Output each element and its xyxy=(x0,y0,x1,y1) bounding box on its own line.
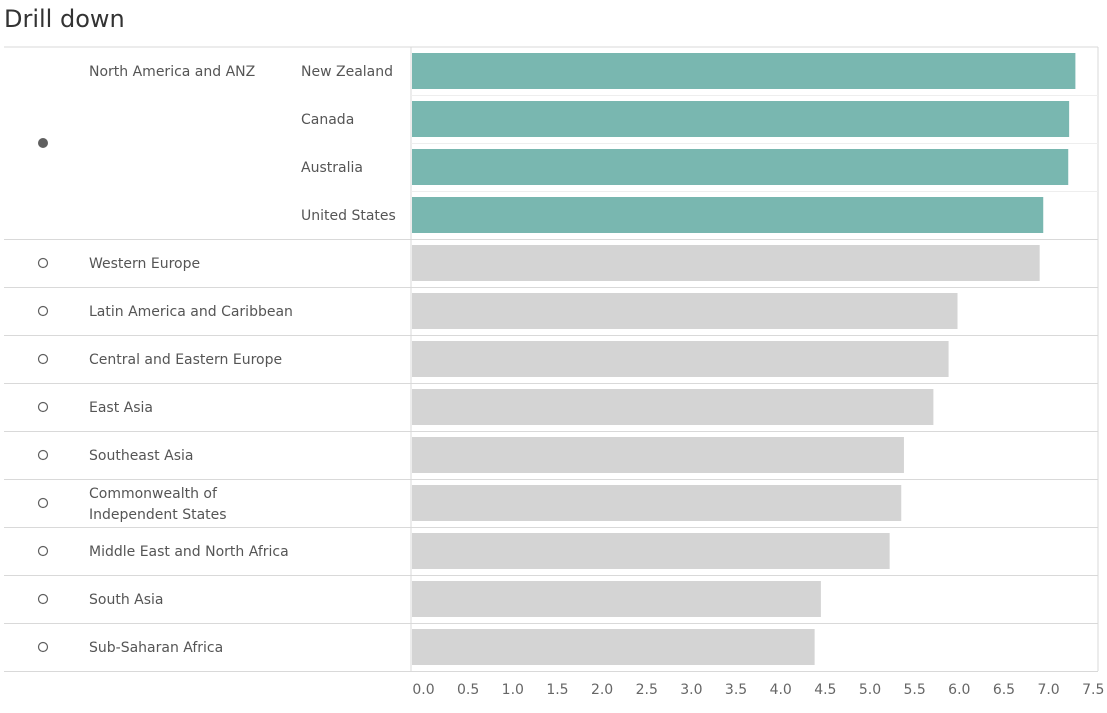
x-tick-label: 2.0 xyxy=(591,682,613,698)
x-tick-label: 2.5 xyxy=(636,682,658,698)
region-label: Independent States xyxy=(89,507,227,523)
x-tick-label: 5.0 xyxy=(859,682,881,698)
bar-western-europe[interactable] xyxy=(412,245,1040,281)
bar-central-and-eastern-europe[interactable] xyxy=(412,341,949,377)
country-label: United States xyxy=(301,208,396,224)
x-tick-label: 1.5 xyxy=(546,682,568,698)
bar-commonwealth-of-independent-states[interactable] xyxy=(412,485,902,521)
radio-6[interactable] xyxy=(37,497,49,509)
page-title: Drill down xyxy=(4,5,125,33)
x-tick-label: 6.5 xyxy=(993,682,1015,698)
bar-australia[interactable] xyxy=(412,149,1069,185)
region-label: Southeast Asia xyxy=(89,448,193,464)
radio-8[interactable] xyxy=(37,593,49,605)
x-tick-label: 7.5 xyxy=(1082,682,1104,698)
bar-middle-east-and-north-africa[interactable] xyxy=(412,533,890,569)
x-axis: 0.0 0.5 1.0 1.5 2.0 2.5 3.0 3.5 4.0 4.5 5.0 5.5 6.0 6… xyxy=(412,682,1104,698)
grid-layer xyxy=(4,46,1099,672)
country-label: Australia xyxy=(301,160,363,176)
x-tick-label: 0.0 xyxy=(412,682,434,698)
bar-east-asia[interactable] xyxy=(412,389,934,425)
x-tick-label: 7.0 xyxy=(1037,682,1059,698)
bar-south-asia[interactable] xyxy=(412,581,821,617)
bar-canada[interactable] xyxy=(412,101,1070,137)
region-label: Western Europe xyxy=(89,256,200,272)
region-label: Central and Eastern Europe xyxy=(89,352,282,368)
x-tick-label: 5.5 xyxy=(904,682,926,698)
bar-sub-saharan-africa[interactable] xyxy=(412,629,815,665)
x-tick-label: 6.0 xyxy=(948,682,970,698)
region-label: Sub-Saharan Africa xyxy=(89,640,223,656)
radio-4[interactable] xyxy=(37,401,49,413)
bar-united-states[interactable] xyxy=(412,197,1044,233)
country-label: Canada xyxy=(301,112,354,128)
radio-1[interactable] xyxy=(37,257,49,269)
region-label: Latin America and Caribbean xyxy=(89,304,293,320)
radio-7[interactable] xyxy=(37,545,49,557)
x-tick-label: 1.0 xyxy=(502,682,524,698)
radio-5[interactable] xyxy=(37,449,49,461)
x-tick-label: 3.0 xyxy=(680,682,702,698)
x-tick-label: 3.5 xyxy=(725,682,747,698)
radio-selected-0[interactable] xyxy=(38,138,48,148)
bar-southeast-asia[interactable] xyxy=(412,437,904,473)
radio-9[interactable] xyxy=(37,641,49,653)
region-label: East Asia xyxy=(89,400,153,416)
region-label: South Asia xyxy=(89,592,163,608)
radio-2[interactable] xyxy=(37,305,49,317)
x-tick-label: 4.0 xyxy=(770,682,792,698)
label-layer: North America and ANZ New Zealand Canada Au… xyxy=(37,64,396,656)
region-label: North America and ANZ xyxy=(89,64,255,80)
x-tick-label: 4.5 xyxy=(814,682,836,698)
region-label: Middle East and North Africa xyxy=(89,544,289,560)
bar-latin-america-and-caribbean[interactable] xyxy=(412,293,958,329)
bar-new-zealand[interactable] xyxy=(412,53,1076,89)
bar-layer xyxy=(412,53,1076,665)
region-label: Commonwealth of xyxy=(89,486,218,502)
x-tick-label: 0.5 xyxy=(457,682,479,698)
radio-3[interactable] xyxy=(37,353,49,365)
country-label: New Zealand xyxy=(301,64,393,80)
